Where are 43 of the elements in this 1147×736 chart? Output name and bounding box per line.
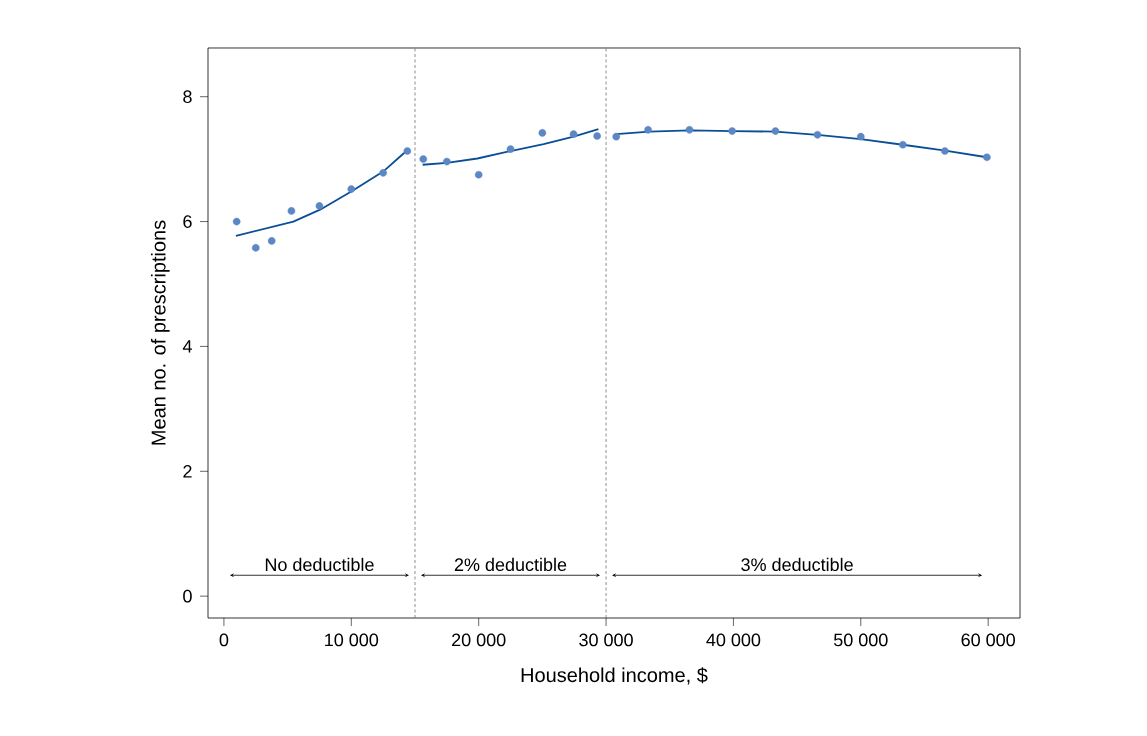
point	[899, 140, 907, 149]
point	[857, 132, 865, 141]
point	[315, 202, 324, 210]
point	[941, 147, 949, 155]
point	[612, 132, 621, 141]
point	[403, 147, 412, 155]
y-tick-label: 8	[183, 90, 192, 104]
y-tick-label: 2	[183, 464, 192, 478]
x-tick-label: 30 000	[579, 633, 633, 647]
point	[506, 145, 515, 153]
x-tick-label: 40 000	[706, 633, 761, 647]
point	[267, 237, 276, 245]
y-tick-label: 4	[182, 340, 192, 353]
annotation: 2% deductible	[454, 557, 567, 572]
point	[419, 155, 428, 163]
point	[474, 170, 483, 179]
point	[685, 125, 694, 134]
x-tick-label: 20 000	[452, 633, 506, 647]
point	[538, 129, 547, 137]
point	[379, 169, 387, 177]
point	[644, 125, 652, 134]
y-axis-title: Mean no. of prescriptions	[150, 220, 170, 445]
annotation: 3% deductible	[741, 557, 853, 572]
point	[983, 153, 991, 162]
x-axis-title: Household income, $	[521, 667, 708, 685]
y-tick-label: 0	[183, 589, 192, 603]
y-tick-label: 6	[183, 215, 192, 228]
point	[813, 130, 822, 139]
point	[728, 127, 736, 135]
point	[347, 185, 356, 193]
annotation: No deductible	[265, 557, 374, 572]
point	[232, 217, 241, 226]
point	[569, 130, 578, 138]
point	[287, 207, 296, 215]
point	[443, 157, 451, 166]
x-tick-label: 10 000	[325, 633, 379, 647]
x-tick-label: 0	[219, 633, 229, 647]
point	[251, 243, 260, 252]
point	[771, 127, 780, 135]
x-tick-label: 50 000	[833, 633, 888, 647]
point	[593, 132, 601, 140]
x-tick-label: 60 000	[961, 633, 1015, 647]
line-series	[421, 128, 600, 166]
